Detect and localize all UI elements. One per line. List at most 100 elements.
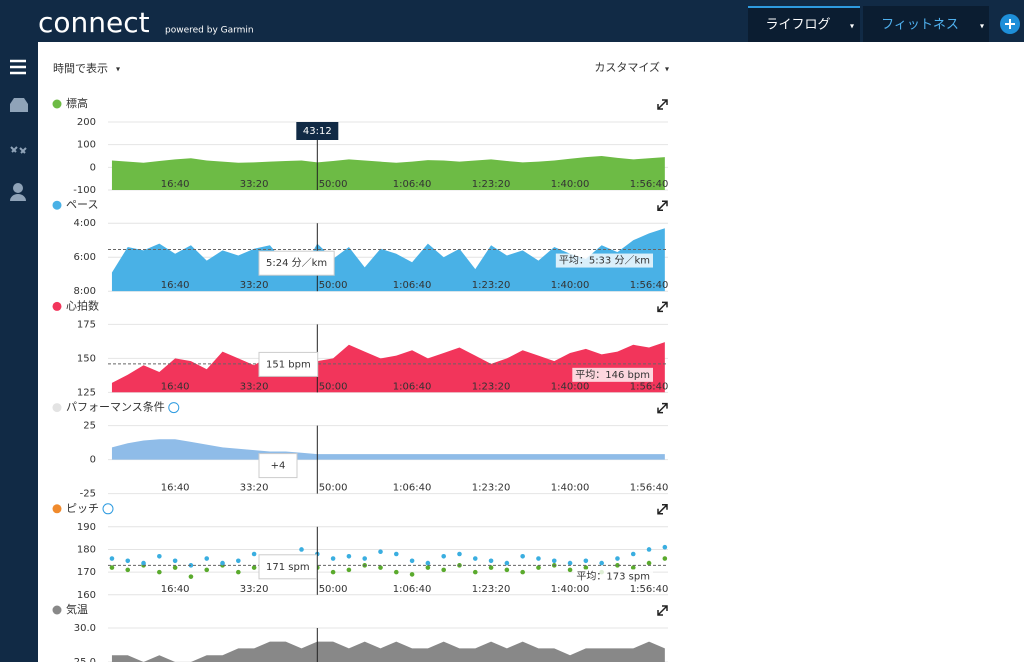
plot	[108, 425, 668, 495]
average-bg	[573, 569, 653, 584]
expand-icon	[657, 605, 668, 616]
point	[330, 569, 336, 575]
point	[362, 556, 367, 561]
x-tick-label: 16:40	[161, 179, 190, 190]
expand-icon	[657, 200, 668, 211]
point	[346, 567, 352, 573]
tab[interactable]: フィットネス	[881, 18, 959, 33]
x-tick-label: 33:20	[240, 280, 269, 291]
point	[630, 565, 636, 570]
tab-bg[interactable]	[863, 6, 989, 42]
point	[457, 551, 462, 557]
y-tick-label: 170	[77, 567, 96, 578]
x-tick-label: 33:20	[240, 483, 269, 494]
x-tick-label: 1:23:20	[472, 483, 511, 494]
inbox-icon[interactable]	[10, 98, 28, 112]
legend-dot	[52, 301, 62, 311]
caret[interactable]: ▾	[850, 22, 854, 31]
point	[188, 574, 194, 579]
x-tick-label: 16:40	[161, 584, 190, 595]
connect-icon[interactable]	[10, 146, 27, 154]
user-icon[interactable]	[13, 183, 23, 193]
cursor-time: 43:12	[303, 126, 332, 137]
point	[472, 569, 478, 575]
point	[536, 556, 541, 561]
panel-title: ペース	[66, 198, 98, 211]
tab[interactable]: ライフログ	[765, 18, 830, 33]
cursor-value-bg	[258, 453, 298, 479]
x-tick-label: 16:40	[161, 483, 190, 494]
area	[111, 342, 665, 393]
point	[378, 565, 383, 570]
y-tick-label: 25.0	[74, 657, 96, 662]
cursor-value: 151 bpm	[266, 359, 311, 370]
point	[425, 560, 431, 566]
point	[488, 558, 494, 564]
point	[409, 572, 415, 577]
y-tick-label: 6:00	[74, 252, 96, 263]
help-icon[interactable]	[168, 402, 180, 414]
point	[220, 560, 225, 566]
caret: ▾	[116, 65, 120, 74]
y-tick-label: 0	[90, 455, 96, 466]
help-icon[interactable]	[102, 503, 114, 515]
plus-icon	[1005, 19, 1015, 29]
panel-title: ピッチ	[66, 502, 99, 515]
y-tick-label: 175	[77, 319, 96, 330]
user-icon[interactable]	[10, 194, 26, 201]
caret[interactable]: ▾	[980, 22, 984, 31]
caret: ▾	[665, 65, 669, 74]
point	[567, 567, 573, 573]
point	[425, 565, 431, 570]
x-tick-label: 50:00	[319, 483, 348, 494]
legend-dot	[52, 605, 62, 615]
x-tick-label: 1:40:00	[551, 381, 590, 392]
x-tick-label: 1:40:00	[551, 584, 590, 595]
point	[536, 565, 541, 570]
point	[236, 569, 241, 575]
tab-bg[interactable]	[748, 6, 860, 42]
x-tick-label: 16:40	[161, 381, 190, 392]
point	[141, 560, 146, 566]
series-layer	[111, 156, 665, 190]
menu-icon[interactable]	[10, 59, 26, 75]
point	[583, 558, 589, 564]
x-tick-label: 1:40:00	[551, 280, 590, 291]
powered: powered by Garmin	[165, 26, 254, 36]
series-layer	[111, 342, 665, 393]
point	[109, 565, 115, 570]
x-tick-label: 1:06:40	[393, 179, 432, 190]
point	[172, 565, 178, 570]
average-label: 平均：173 spm	[576, 570, 650, 582]
point	[204, 567, 210, 573]
plot	[108, 121, 668, 191]
point	[441, 567, 446, 573]
point	[346, 553, 352, 559]
point	[520, 569, 525, 575]
series-layer	[111, 228, 665, 292]
y-tick-label: 0	[90, 162, 96, 173]
point	[157, 553, 162, 559]
point	[472, 556, 478, 561]
logo: connect	[38, 6, 150, 39]
point	[520, 553, 525, 559]
legend-dot	[52, 403, 62, 413]
y-tick-label: 25	[83, 421, 96, 432]
x-tick-label: 1:23:20	[472, 584, 511, 595]
view-select[interactable]: 時間で表示	[53, 61, 108, 75]
y-tick-label: 30.0	[74, 623, 96, 634]
area	[111, 439, 665, 460]
customize[interactable]: カスタマイズ	[594, 60, 660, 74]
point	[488, 565, 494, 570]
series-layer	[111, 439, 665, 460]
cursor-time-bg	[296, 122, 339, 140]
point	[251, 565, 257, 570]
point	[662, 556, 668, 561]
legend-dot	[52, 504, 62, 514]
cursor-value: 5:24 分／km	[266, 257, 327, 269]
expand-icon	[657, 301, 668, 313]
legend-dot	[52, 200, 62, 210]
x-tick-label: 33:20	[240, 381, 269, 392]
